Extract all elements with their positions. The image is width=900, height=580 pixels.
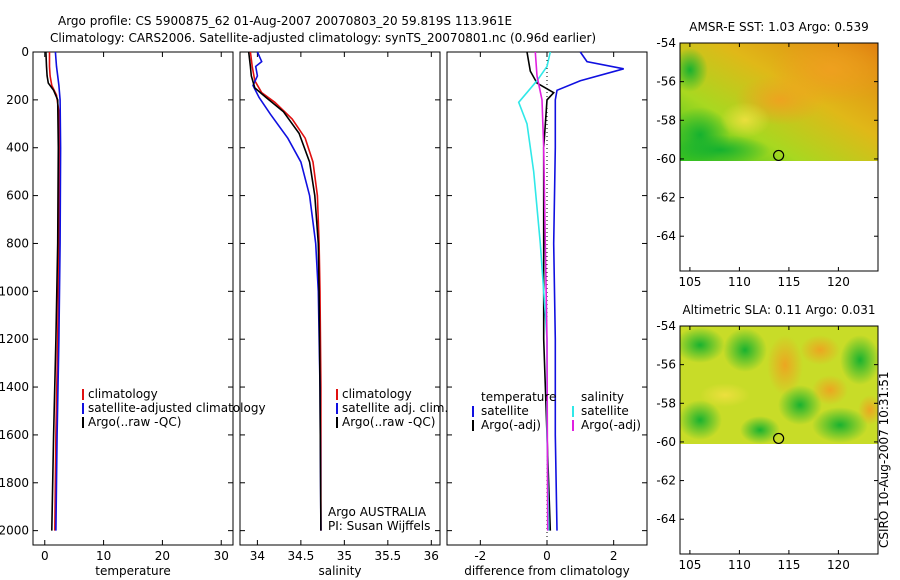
series-line-1 <box>552 51 624 531</box>
y-tick-label: -56 <box>656 75 676 89</box>
y-tick-label: 1000 <box>0 284 29 298</box>
series-line-2 <box>54 51 62 531</box>
y-tick-label: 1200 <box>0 332 29 346</box>
map-title: Altimetric SLA: 0.11 Argo: 0.031 <box>682 303 875 317</box>
x-tick-label: 115 <box>777 558 800 572</box>
series-line-3 <box>45 51 60 531</box>
y-tick-label: 200 <box>6 93 29 107</box>
map-panel-2: Altimetric SLA: 0.11 Argo: 0.031 -54 -56 -5… <box>656 303 879 572</box>
series-line-4 <box>534 51 549 531</box>
x-axis-label: salinity <box>318 564 361 578</box>
argo-location-marker <box>773 432 785 445</box>
legend-label: satellite-adjusted climatology <box>88 401 266 415</box>
header-line1: Argo profile: CS 5900875_62 01-Aug-2007 … <box>58 14 512 28</box>
legend-label: satellite <box>481 404 529 418</box>
series-line-2 <box>526 51 555 531</box>
axes-box <box>32 51 234 546</box>
x-tick-label: 30 <box>214 549 229 563</box>
x-tick-label: 0 <box>41 549 49 563</box>
annotation-text: PI: Susan Wijffels <box>328 519 430 533</box>
y-tick-label: -58 <box>656 113 676 127</box>
legend-label: Argo(..raw -QC) <box>88 415 181 429</box>
x-tick-label: 120 <box>827 558 850 572</box>
x-tick-label: 110 <box>728 275 751 289</box>
legend-label: Argo(..raw -QC) <box>342 415 435 429</box>
argo-location-marker <box>773 149 785 162</box>
series-line-1 <box>48 52 61 531</box>
y-tick-label: -64 <box>656 512 676 526</box>
y-tick-label: -62 <box>656 191 676 205</box>
y-tick-label: 1800 <box>0 476 29 490</box>
legend-label: Argo(-adj) <box>581 418 641 432</box>
y-tick-label: -62 <box>656 474 676 488</box>
annotation-text: Argo AUSTRALIA <box>328 505 427 519</box>
y-tick-label: 400 <box>6 141 29 155</box>
x-tick-label: 110 <box>728 558 751 572</box>
legend-label: satellite <box>581 404 629 418</box>
header-line2: Climatology: CARS2006. Satellite-adjuste… <box>50 31 596 45</box>
y-tick-label: 2000 <box>0 524 29 538</box>
axes-box <box>239 51 441 546</box>
legend-label: satellite adj. clim. <box>342 401 448 415</box>
profile-panel-1: 0 10 20 30 0 200 400 600 800 1000 1200 1400 1600 1800… <box>0 45 266 578</box>
y-tick-label: 1400 <box>0 380 29 394</box>
y-tick-label: 0 <box>21 45 29 59</box>
legend-label: Argo(-adj) <box>481 418 541 432</box>
x-tick-label: 115 <box>777 275 800 289</box>
series-line-3 <box>247 51 322 531</box>
x-tick-label: 105 <box>678 558 701 572</box>
y-tick-label: -54 <box>656 319 676 333</box>
x-tick-label: 2 <box>610 549 618 563</box>
x-tick-label: 35 <box>337 549 352 563</box>
x-tick-label: 10 <box>96 549 111 563</box>
legend-heading: salinity <box>581 390 624 404</box>
legend-heading: temperature <box>481 390 556 404</box>
series-line-1 <box>249 51 322 531</box>
sst-map-field <box>680 43 878 161</box>
y-tick-label: -54 <box>656 36 676 50</box>
y-tick-label: -60 <box>656 152 676 166</box>
sla-map-field <box>680 326 878 444</box>
series-line-2 <box>252 51 322 531</box>
y-tick-label: -60 <box>656 435 676 449</box>
map-title: AMSR-E SST: 1.03 Argo: 0.539 <box>689 20 869 34</box>
y-tick-label: -58 <box>656 396 676 410</box>
x-axis-label: temperature <box>95 564 170 578</box>
map-panel-1: AMSR-E SST: 1.03 Argo: 0.539 -54 -56 -58 -60… <box>656 20 879 289</box>
legend-label: climatology <box>342 387 412 401</box>
x-tick-label: 20 <box>155 549 170 563</box>
legend-label: climatology <box>88 387 158 401</box>
y-tick-label: 800 <box>6 236 29 250</box>
x-tick-label: 36 <box>424 549 439 563</box>
x-tick-label: 34 <box>250 549 265 563</box>
profile-panel-2: 34 34.5 35 35.5 36 salinity climatologysatelli… <box>239 51 448 578</box>
y-tick-label: -56 <box>656 358 676 372</box>
axes-box <box>679 325 879 555</box>
x-tick-label: 105 <box>678 275 701 289</box>
x-tick-label: -2 <box>474 549 486 563</box>
x-tick-label: 34.5 <box>288 549 315 563</box>
y-tick-label: 1600 <box>0 428 29 442</box>
x-tick-label: 35.5 <box>374 549 401 563</box>
x-axis-label: difference from climatology <box>464 564 630 578</box>
x-tick-label: 0 <box>543 549 551 563</box>
y-tick-label: 600 <box>6 189 29 203</box>
y-tick-label: -64 <box>656 229 676 243</box>
x-tick-label: 120 <box>827 275 850 289</box>
timestamp-stamp: CSIRO 10-Aug-2007 10:31:51 <box>877 372 891 548</box>
axes-box <box>679 42 879 272</box>
